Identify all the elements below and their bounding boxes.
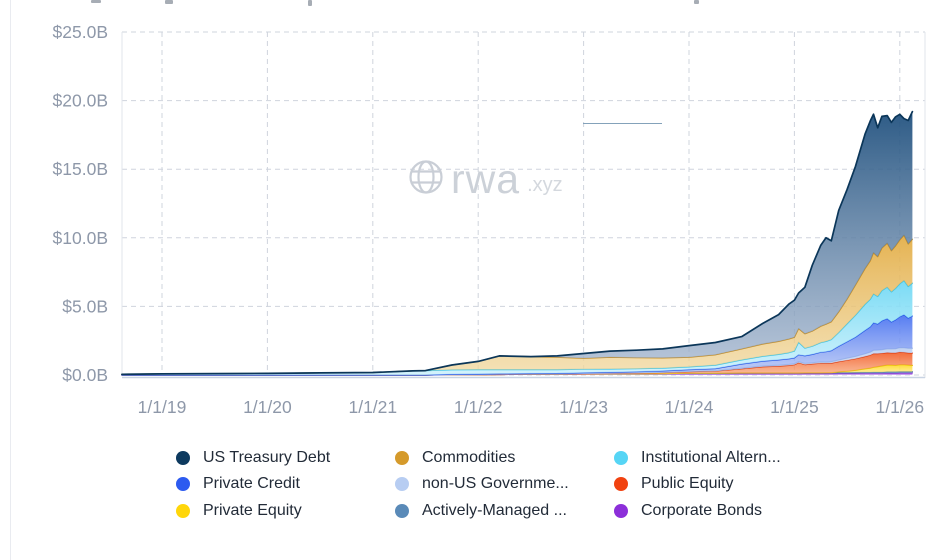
legend-dot bbox=[395, 451, 409, 466]
legend-label: Actively-Managed ... bbox=[422, 501, 567, 519]
x-axis-label: 1/1/20 bbox=[243, 397, 292, 417]
legend-item-corporate_bonds[interactable]: Corporate Bonds bbox=[614, 502, 833, 520]
x-axis-label: 1/1/19 bbox=[138, 397, 187, 417]
legend-label: Public Equity bbox=[641, 475, 734, 493]
legend-item-public_equity[interactable]: Public Equity bbox=[614, 475, 833, 493]
legend-item-inst_alt[interactable]: Institutional Altern... bbox=[614, 449, 833, 467]
legend-item-actively_managed[interactable]: Actively-Managed ... bbox=[395, 502, 614, 520]
legend-dot bbox=[395, 503, 409, 518]
cropped-text-artifact bbox=[165, 0, 173, 4]
stacked-area-chart[interactable]: $0.0B $5.0B $10.0B $15.0B $20.0B $25.0B 1/1/19… bbox=[0, 0, 949, 432]
y-axis-label: $20.0B bbox=[53, 91, 108, 111]
y-axis-label: $25.0B bbox=[53, 22, 108, 42]
cropped-text-artifact bbox=[694, 0, 699, 4]
series-area-treasury bbox=[121, 111, 913, 375]
chart-legend: US Treasury Debt Commodities Institutional… bbox=[176, 445, 833, 524]
x-axis-label: 1/1/24 bbox=[665, 397, 714, 417]
y-axis-label: $15.0B bbox=[53, 159, 108, 179]
panel-left-border bbox=[10, 0, 11, 560]
x-axis-label: 1/1/26 bbox=[875, 397, 924, 417]
legend-label: Corporate Bonds bbox=[641, 501, 762, 519]
x-axis-label: 1/1/22 bbox=[454, 397, 503, 417]
legend-dot bbox=[614, 477, 628, 492]
y-axis-label: $5.0B bbox=[62, 296, 108, 316]
legend-label: Institutional Altern... bbox=[641, 449, 781, 467]
x-axis-label: 1/1/25 bbox=[770, 397, 819, 417]
y-axis-label: $10.0B bbox=[53, 228, 108, 248]
series-area-corporate_bonds bbox=[121, 372, 913, 375]
legend-item-private_credit[interactable]: Private Credit bbox=[176, 475, 395, 493]
legend-item-non_us_gov[interactable]: non-US Governme... bbox=[395, 475, 614, 493]
legend-dot bbox=[614, 451, 628, 466]
cropped-text-artifact bbox=[91, 0, 101, 3]
x-axis-label: 1/1/21 bbox=[348, 397, 397, 417]
legend-label: Private Equity bbox=[203, 501, 302, 519]
series-line-treasury bbox=[121, 110, 914, 376]
cropped-text-artifact bbox=[308, 0, 312, 6]
legend-item-commodities[interactable]: Commodities bbox=[395, 449, 614, 467]
legend-item-treasury[interactable]: US Treasury Debt bbox=[176, 449, 395, 467]
y-axis-label: $0.0B bbox=[62, 365, 108, 385]
crosshair-line bbox=[583, 123, 662, 124]
x-axis-label: 1/1/23 bbox=[559, 397, 608, 417]
legend-dot bbox=[176, 503, 190, 518]
legend-label: Private Credit bbox=[203, 475, 300, 493]
legend-label: non-US Governme... bbox=[422, 475, 569, 493]
legend-dot bbox=[395, 477, 409, 492]
legend-label: Commodities bbox=[422, 449, 516, 467]
legend-item-private_equity[interactable]: Private Equity bbox=[176, 502, 395, 520]
legend-dot bbox=[176, 451, 190, 466]
legend-label: US Treasury Debt bbox=[203, 449, 331, 467]
legend-dot bbox=[614, 503, 628, 518]
legend-dot bbox=[176, 477, 190, 492]
